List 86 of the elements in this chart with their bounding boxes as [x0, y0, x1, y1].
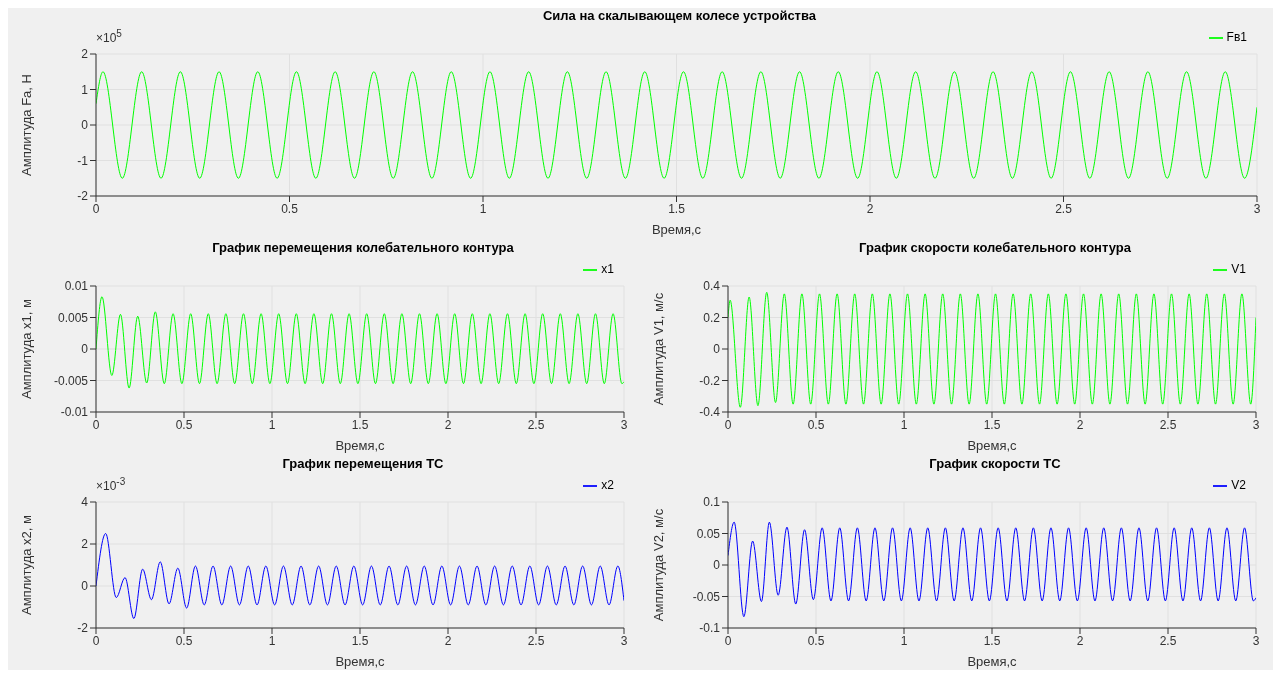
line-series — [96, 296, 624, 389]
x-tick-label: 2 — [1076, 417, 1084, 432]
x-tick-label: 1.5 — [668, 201, 686, 216]
x-tick-label: 2.5 — [527, 417, 545, 432]
y-tick-label: 1 — [81, 82, 89, 97]
y-axis-title: Амплитуда Fa, Н — [18, 74, 34, 176]
y-axis-title: Амплитуда x1, м — [18, 298, 34, 399]
chart-title: График перемещения ТС — [281, 456, 445, 473]
x-tick-label: 3 — [620, 417, 628, 432]
x-axis-title: Время,с — [651, 222, 702, 237]
y-tick-label: 0.2 — [703, 310, 721, 325]
x-axis-title: Время,с — [967, 438, 1018, 453]
x-tick-label: 3 — [620, 633, 628, 648]
y-tick-label: -0.2 — [699, 373, 721, 388]
line-series — [728, 291, 1256, 408]
x-tick-label: 3 — [1252, 417, 1260, 432]
y-tick-label: 0.005 — [57, 310, 89, 325]
y-tick-label: 0 — [713, 558, 721, 573]
x-tick-label: 0.5 — [281, 201, 299, 216]
line-series — [96, 71, 1257, 179]
x-tick-label: 1 — [900, 417, 908, 432]
y-tick-label: 0 — [713, 342, 721, 357]
x-axis-title: Время,с — [967, 654, 1018, 669]
legend-label: x1 — [601, 262, 614, 276]
x-tick-label: 2.5 — [1159, 633, 1177, 648]
x-tick-label: 0.5 — [175, 417, 193, 432]
y-tick-label: 2 — [81, 47, 89, 62]
x-tick-label: 1.5 — [351, 417, 369, 432]
y-tick-label: -0.4 — [699, 405, 721, 420]
y-tick-label: -0.1 — [699, 621, 721, 636]
y-tick-label: 0 — [81, 579, 89, 594]
chart-title: График скорости колебательного контура — [858, 240, 1132, 257]
chart-title: График скорости ТС — [928, 456, 1062, 473]
y-tick-label: 0.05 — [696, 526, 721, 541]
x-tick-label: 0 — [724, 417, 732, 432]
y-axis-title: Амплитуда x2, м — [18, 514, 34, 615]
x-tick-label: 1 — [268, 417, 276, 432]
y-tick-label: 0.01 — [64, 279, 89, 294]
y-tick-label: -0.05 — [692, 589, 721, 604]
x-tick-label: 2 — [444, 417, 452, 432]
line-series — [96, 533, 624, 620]
x-tick-label: 0.5 — [807, 633, 825, 648]
y-tick-label: 0 — [81, 342, 89, 357]
x-tick-label: 2.5 — [1159, 417, 1177, 432]
x-tick-label: 0 — [92, 417, 100, 432]
x-tick-label: 0.5 — [175, 633, 193, 648]
y-tick-label: -2 — [77, 189, 89, 204]
legend-label: Fв1 — [1226, 30, 1247, 44]
x-tick-label: 2 — [1076, 633, 1084, 648]
y-tick-label: -2 — [77, 621, 89, 636]
y-tick-label: -0.01 — [60, 405, 89, 420]
x-tick-label: 0.5 — [807, 417, 825, 432]
x-tick-label: 2 — [444, 633, 452, 648]
y-tick-label: 2 — [81, 537, 89, 552]
y-tick-label: 4 — [81, 495, 89, 510]
x-tick-label: 2.5 — [1055, 201, 1073, 216]
x-tick-label: 1.5 — [983, 417, 1001, 432]
chart-title: График перемещения колебательного контура — [211, 240, 515, 257]
y-tick-label: 0.4 — [703, 279, 721, 294]
x-axis-title: Время,с — [335, 438, 386, 453]
x-axis-title: Время,с — [335, 654, 386, 669]
x-tick-label: 1 — [900, 633, 908, 648]
x-tick-label: 3 — [1253, 201, 1261, 216]
y-axis-title: Амплитуда V2, м/с — [650, 508, 666, 622]
x-tick-label: 3 — [1252, 633, 1260, 648]
y-tick-label: -1 — [77, 153, 89, 168]
x-tick-label: 2.5 — [527, 633, 545, 648]
chart-title: Сила на скалывающем колесе устройства — [541, 8, 818, 25]
x-tick-label: 1.5 — [351, 633, 369, 648]
y-tick-label: 0 — [81, 118, 89, 133]
y-tick-label: 0.1 — [703, 495, 721, 510]
y-tick-label: -0.005 — [53, 373, 89, 388]
x-tick-label: 2 — [866, 201, 874, 216]
x-tick-label: 0 — [724, 633, 732, 648]
text: ×10$^{-3}$ — [96, 476, 126, 493]
legend-label: x2 — [601, 478, 614, 492]
legend-label: V2 — [1231, 478, 1246, 492]
legend-label: V1 — [1231, 262, 1246, 276]
x-tick-label: 1 — [268, 633, 276, 648]
line-series — [728, 521, 1256, 618]
x-tick-label: 1.5 — [983, 633, 1001, 648]
x-tick-label: 0 — [92, 633, 100, 648]
text: ×10$^{5}$ — [96, 28, 122, 45]
y-axis-title: Амплитуда V1, м/с — [650, 292, 666, 406]
x-tick-label: 0 — [92, 201, 100, 216]
x-tick-label: 1 — [479, 201, 487, 216]
